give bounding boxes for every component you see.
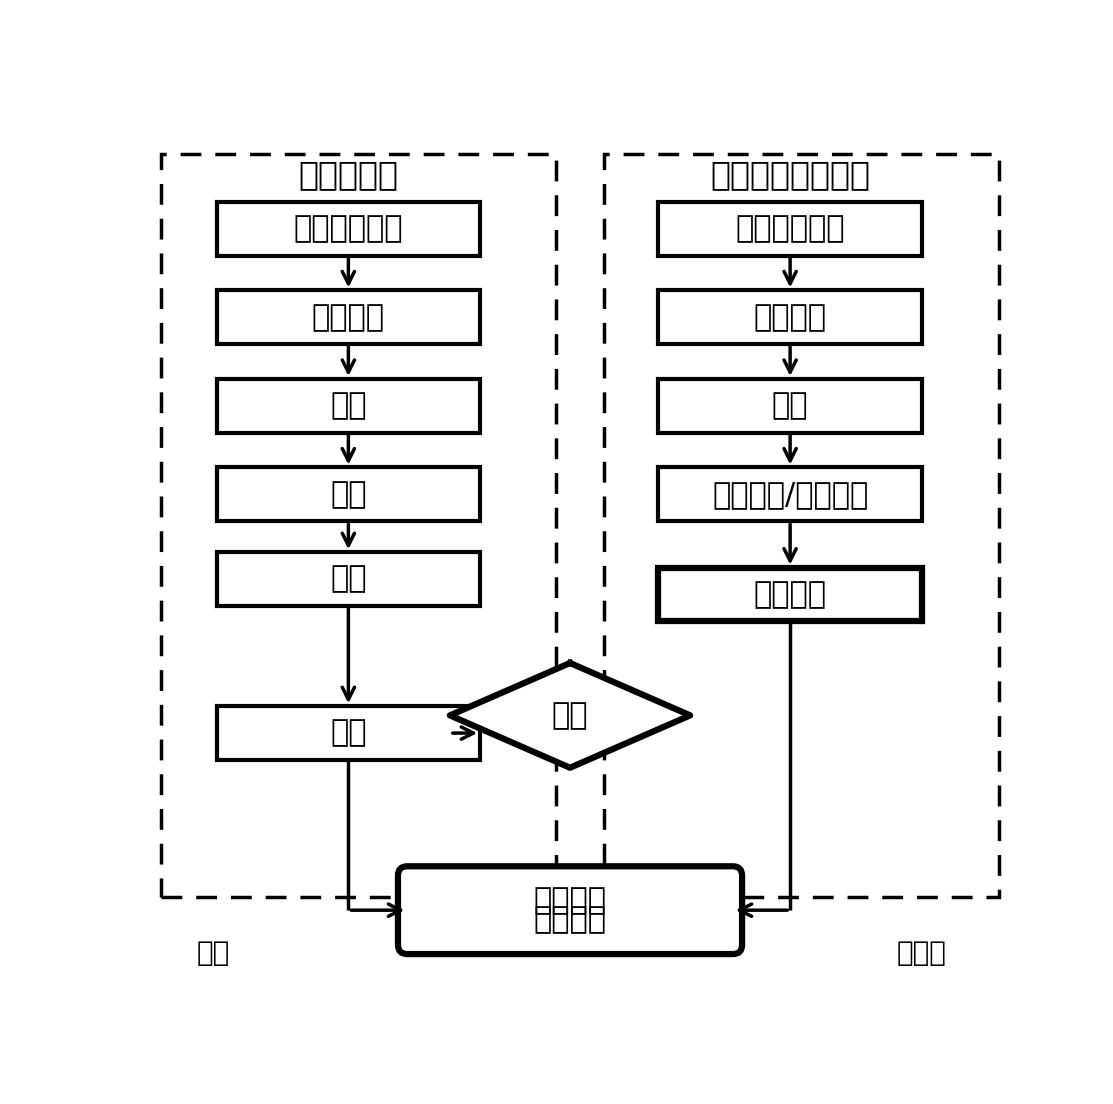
Bar	[659, 290, 922, 344]
Text: 无标记: 无标记	[897, 938, 947, 966]
Text: 蛋白印迹法: 蛋白印迹法	[298, 158, 398, 191]
Bar	[217, 202, 480, 256]
FancyBboxPatch shape	[398, 867, 742, 954]
Bar	[217, 290, 480, 344]
Text: 光谱指标: 光谱指标	[754, 580, 827, 609]
Bar	[160, 155, 556, 898]
Text: 孵育: 孵育	[331, 564, 366, 594]
Text: 显色: 显色	[331, 719, 366, 747]
Bar	[217, 552, 480, 606]
Text: 封闭: 封闭	[331, 480, 366, 509]
Bar	[659, 567, 922, 622]
Text: 转膜: 转膜	[772, 391, 808, 421]
Bar	[217, 707, 480, 760]
Text: 定性分析: 定性分析	[533, 887, 607, 915]
Bar	[659, 467, 922, 521]
Text: 凝胶电泳: 凝胶电泳	[754, 302, 827, 332]
Text: 蛋白样品提取: 蛋白样品提取	[294, 214, 403, 243]
Text: 标记: 标记	[196, 938, 229, 966]
Bar	[659, 379, 922, 433]
Text: 凝胶电泳: 凝胶电泳	[312, 302, 385, 332]
Text: 转膜: 转膜	[331, 391, 366, 421]
Text: 蛋白样品提取: 蛋白样品提取	[736, 214, 845, 243]
Text: 抗体: 抗体	[552, 701, 589, 730]
Text: 定量检测: 定量检测	[533, 905, 607, 934]
Text: 扫描成像/数据分析: 扫描成像/数据分析	[712, 480, 868, 509]
Bar	[217, 379, 480, 433]
Bar	[659, 202, 922, 256]
Polygon shape	[450, 664, 690, 767]
Bar	[604, 155, 999, 898]
Text: 太赫兹光谱成像法: 太赫兹光谱成像法	[710, 158, 870, 191]
Bar	[217, 467, 480, 521]
